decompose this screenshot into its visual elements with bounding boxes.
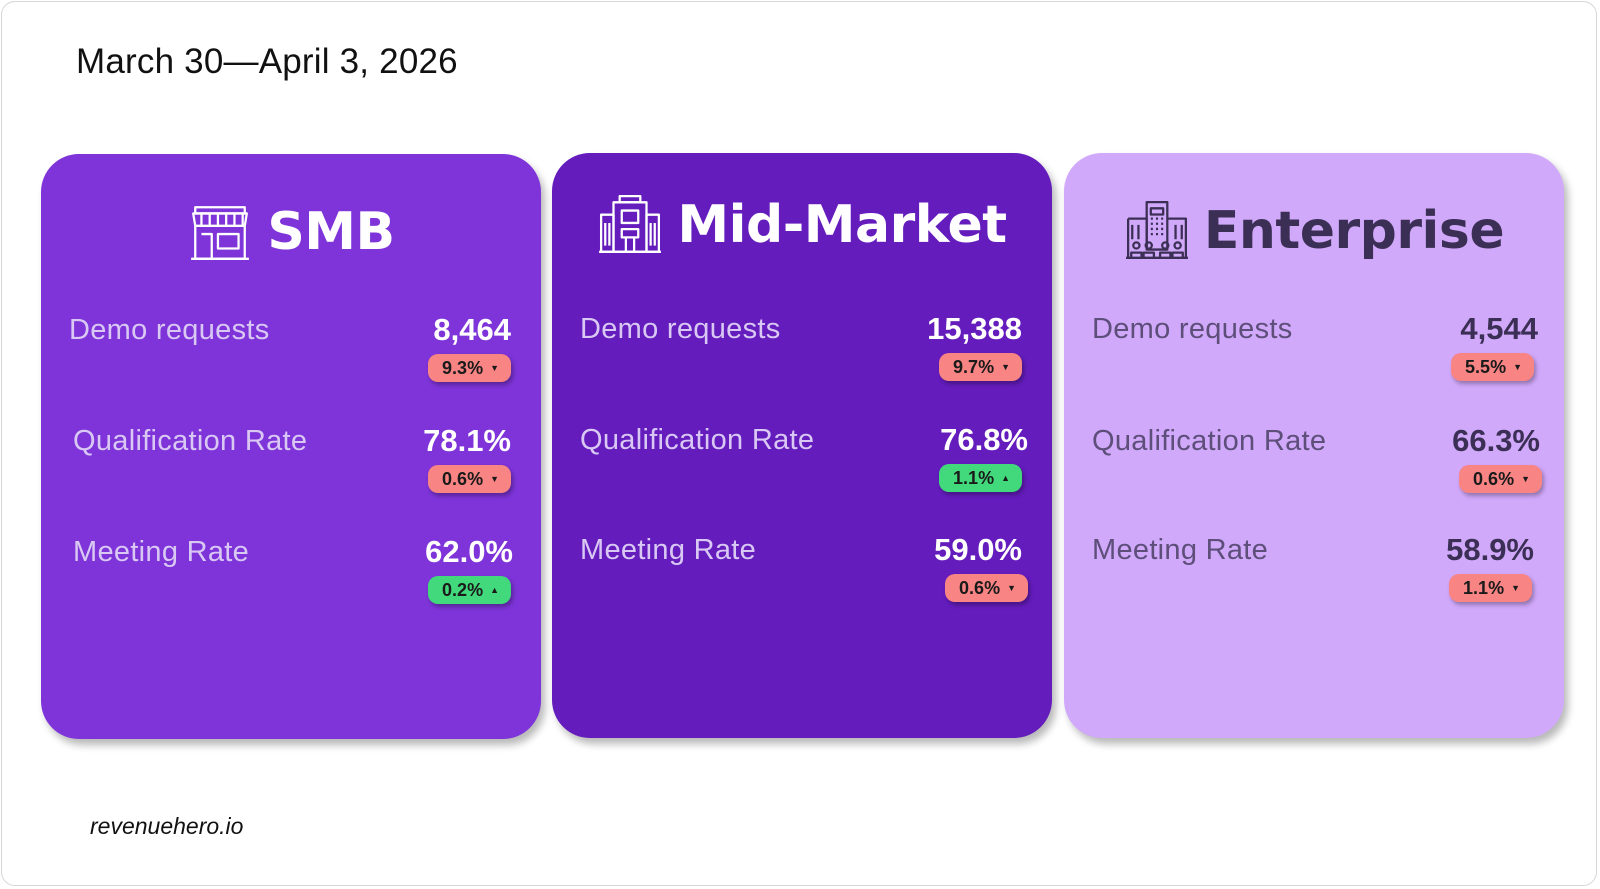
arrow-down-icon: ▼ (1001, 362, 1010, 372)
card-header: Enterprise (1064, 193, 1564, 269)
arrow-down-icon: ▼ (490, 474, 499, 484)
arrow-down-icon: ▼ (1511, 583, 1520, 593)
metric-label: Demo requests (1092, 313, 1293, 345)
arrow-down-icon: ▼ (1521, 474, 1530, 484)
enterprise-card: Enterprise Demo requests 4,544 5.5% ▼ Qu… (1064, 153, 1564, 738)
change-badge: 0.6% ▼ (945, 574, 1028, 602)
metric-qualification-rate: Qualification Rate 66.3% 0.6% ▼ (1064, 423, 1564, 525)
metric-demo-requests: Demo requests 15,388 9.7% ▼ (552, 311, 1052, 413)
card-header: SMB (41, 194, 541, 270)
arrow-up-icon: ▲ (1001, 473, 1010, 483)
change-badge: 1.1% ▼ (1449, 574, 1532, 602)
metric-value: 59.0% (934, 532, 1022, 567)
metric-label: Qualification Rate (580, 424, 815, 456)
metric-qualification-rate: Qualification Rate 78.1% 0.6% ▼ (41, 423, 541, 525)
change-value: 0.2% (442, 579, 484, 600)
metric-label: Qualification Rate (73, 425, 308, 457)
arrow-down-icon: ▼ (490, 363, 499, 373)
metric-value: 58.9% (1446, 532, 1534, 567)
change-badge: 0.6% ▼ (1459, 465, 1542, 493)
metric-value: 8,464 (433, 312, 511, 347)
metric-label: Qualification Rate (1092, 425, 1327, 457)
metric-label: Meeting Rate (580, 534, 757, 566)
metric-demo-requests: Demo requests 8,464 9.3% ▼ (41, 312, 541, 414)
metric-label: Demo requests (580, 313, 781, 345)
change-badge: 9.7% ▼ (939, 353, 1022, 381)
change-value: 9.3% (442, 357, 484, 378)
metric-demo-requests: Demo requests 4,544 5.5% ▼ (1064, 311, 1564, 413)
change-badge: 0.6% ▼ (428, 465, 511, 493)
arrow-up-icon: ▲ (490, 585, 499, 595)
change-badge: 9.3% ▼ (428, 354, 511, 382)
brand-footer: revenuehero.io (90, 813, 244, 839)
change-value: 0.6% (959, 577, 1001, 598)
metric-value: 78.1% (423, 423, 511, 458)
metric-value: 62.0% (425, 534, 513, 569)
change-badge: 1.1% ▲ (939, 464, 1022, 492)
change-value: 0.6% (442, 468, 484, 489)
smb-card: SMB Demo requests 8,464 9.3% ▼ Qualifica… (41, 154, 541, 739)
metric-value: 76.8% (940, 422, 1028, 457)
card-title: Enterprise (1203, 201, 1505, 261)
metric-meeting-rate: Meeting Rate 62.0% 0.2% ▲ (41, 534, 541, 636)
metric-value: 15,388 (927, 311, 1022, 346)
metric-meeting-rate: Meeting Rate 58.9% 1.1% ▼ (1064, 532, 1564, 634)
metric-qualification-rate: Qualification Rate 76.8% 1.1% ▲ (552, 422, 1052, 524)
metric-label: Meeting Rate (73, 536, 250, 568)
change-value: 9.7% (953, 356, 995, 377)
mid-market-card: Mid-Market Demo requests 15,388 9.7% ▼ Q… (552, 153, 1052, 738)
change-badge: 5.5% ▼ (1451, 353, 1534, 381)
metric-label: Demo requests (69, 314, 270, 346)
metric-value: 4,544 (1460, 311, 1538, 346)
metric-value: 66.3% (1452, 423, 1540, 458)
date-range-title: March 30—April 3, 2026 (76, 42, 458, 81)
arrow-down-icon: ▼ (1007, 583, 1016, 593)
change-value: 0.6% (1473, 468, 1515, 489)
storefront-icon (191, 206, 250, 260)
card-title: Mid-Market (677, 195, 1007, 255)
change-value: 1.1% (1463, 577, 1505, 598)
corporate-building-icon (1125, 200, 1188, 259)
card-title: SMB (267, 202, 395, 262)
arrow-down-icon: ▼ (1513, 362, 1522, 372)
metric-label: Meeting Rate (1092, 534, 1269, 566)
change-value: 1.1% (953, 467, 995, 488)
card-header: Mid-Market (552, 187, 1052, 263)
change-value: 5.5% (1465, 356, 1507, 377)
metric-meeting-rate: Meeting Rate 59.0% 0.6% ▼ (552, 532, 1052, 634)
change-badge: 0.2% ▲ (428, 576, 511, 604)
office-building-icon (599, 194, 662, 253)
